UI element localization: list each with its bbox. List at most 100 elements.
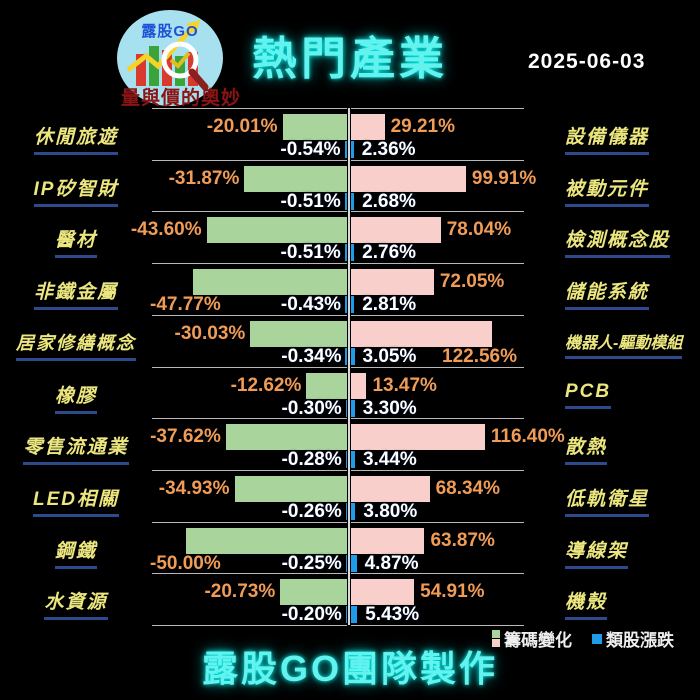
- sector-bar-negative: [344, 192, 347, 210]
- category-text: 被動元件: [565, 174, 650, 207]
- category-label-advancing: 導線架: [565, 536, 629, 569]
- chip-value-label: -12.62%: [230, 374, 302, 396]
- chip-value-label: 72.05%: [439, 271, 505, 293]
- sector-bar-positive: [351, 141, 354, 158]
- category-text: 低軌衛星: [565, 484, 650, 517]
- magnifier-icon: [161, 41, 199, 79]
- row-separator-right: [351, 469, 524, 471]
- row-separator-right: [351, 625, 524, 626]
- sector-bar-positive: [351, 347, 355, 365]
- chip-value-label: -34.93%: [158, 477, 230, 499]
- row-separator-right: [351, 573, 524, 575]
- sector-bar-negative: [345, 502, 347, 520]
- sector-value-label: 3.80%: [363, 500, 418, 522]
- row-separator-right: [351, 418, 524, 420]
- sector-bar-negative: [345, 399, 347, 417]
- row-separator-right: [351, 211, 524, 213]
- category-label-declining: 居家修繕概念: [4, 329, 148, 361]
- chip-bar-negative: [206, 217, 347, 244]
- row-separator-left: [152, 521, 347, 523]
- sector-value-label: 3.30%: [362, 397, 417, 419]
- chip-bar-positive: [351, 165, 466, 192]
- report-date: 2025-06-03: [528, 50, 646, 73]
- row-separator-left: [152, 573, 347, 575]
- sector-value-label: -0.25%: [281, 552, 342, 574]
- chip-value-label: 116.40%: [490, 426, 565, 448]
- sector-value-label: 2.68%: [362, 190, 416, 212]
- sector-bar-positive: [351, 244, 355, 262]
- category-label-declining: 橡膠: [4, 381, 148, 414]
- chip-bar-negative: [193, 269, 347, 296]
- magnifier-handle-icon: [188, 68, 209, 91]
- sector-value-label: 4.87%: [364, 552, 419, 574]
- sector-value-label: 3.05%: [362, 345, 417, 367]
- category-label-declining: IP矽智財: [4, 174, 148, 207]
- category-label-advancing: 檢測概念股: [565, 225, 671, 259]
- chip-bar-negative: [250, 320, 347, 347]
- brand-logo: [116, 8, 224, 108]
- chip-value-label: 63.87%: [430, 529, 495, 551]
- category-label-declining: LED相關: [4, 484, 148, 517]
- chip-value-label: -20.01%: [206, 116, 278, 137]
- row-separator-right: [351, 108, 524, 109]
- legend-label-sector-change: 類股漲跌: [606, 631, 674, 650]
- logo-bar-red-1: [136, 54, 146, 86]
- sector-value-label: -0.54%: [280, 139, 341, 160]
- chip-bar-negative: [282, 114, 347, 140]
- category-text: 水資源: [44, 587, 108, 621]
- category-text: 機殼: [565, 587, 608, 621]
- row-separator-left: [152, 366, 347, 368]
- chip-value-label: 13.47%: [372, 374, 437, 396]
- logo-bar-green-1: [149, 46, 159, 86]
- brand-name: 露股GO: [141, 23, 199, 40]
- chip-bar-negative: [225, 424, 347, 451]
- category-text: 醫材: [54, 225, 97, 259]
- sector-bar-negative: [345, 296, 347, 314]
- brand-logo-graphic: [117, 10, 223, 106]
- blue-swatch-icon: [592, 633, 602, 644]
- chip-bar-positive: [351, 372, 367, 399]
- sector-bar-positive: [351, 451, 355, 469]
- sector-value-label: -0.20%: [281, 604, 342, 626]
- category-label-advancing: 設備儀器: [565, 122, 650, 155]
- chip-bar-positive: [351, 114, 385, 140]
- sector-bar-negative: [345, 347, 347, 365]
- row-separator-left: [152, 159, 347, 161]
- chip-value-label: 78.04%: [446, 219, 512, 241]
- sector-value-label: 3.44%: [362, 449, 417, 471]
- chip-value-label: 68.34%: [435, 477, 501, 499]
- chip-bar-negative: [234, 475, 347, 502]
- sector-value-label: 2.76%: [362, 242, 417, 264]
- category-text: PCB: [565, 381, 612, 409]
- sector-bar-positive: [351, 606, 358, 624]
- chip-bar-positive: [351, 320, 492, 347]
- sector-bar-negative: [345, 606, 347, 624]
- sector-value-label: 5.43%: [365, 604, 420, 626]
- sector-bar-negative: [344, 244, 347, 262]
- chip-value-label: 99.91%: [471, 167, 537, 189]
- category-text: 橡膠: [54, 381, 97, 414]
- legend-item-sector-change: 類股漲跌: [592, 626, 674, 651]
- category-label-advancing: 機器人-驅動模組: [565, 329, 683, 359]
- sector-value-label: -0.26%: [281, 500, 342, 522]
- green-swatch-icon: [492, 630, 500, 638]
- category-label-advancing: PCB: [565, 381, 612, 409]
- category-text: 檢測概念股: [565, 225, 671, 259]
- sector-value-label: -0.34%: [281, 345, 342, 367]
- page-title: 熱門產業: [251, 33, 448, 84]
- chip-bar-negative: [280, 579, 347, 606]
- chip-value-label: 29.21%: [390, 116, 456, 137]
- category-text: LED相關: [32, 484, 119, 517]
- logo-arrow-head-icon: [186, 20, 200, 35]
- category-label-declining: 醫材: [4, 225, 148, 259]
- sector-value-label: -0.51%: [280, 190, 341, 212]
- chip-bar-positive: [351, 527, 425, 554]
- category-text: 零售流通業: [23, 432, 129, 466]
- row-separator-left: [152, 418, 347, 420]
- chip-value-label: 54.91%: [420, 581, 485, 603]
- category-text: 散熱: [565, 432, 608, 466]
- row-separator-right: [351, 314, 524, 316]
- row-separator-left: [152, 263, 347, 265]
- center-axis: [348, 108, 350, 625]
- sector-bar-positive: [351, 554, 357, 572]
